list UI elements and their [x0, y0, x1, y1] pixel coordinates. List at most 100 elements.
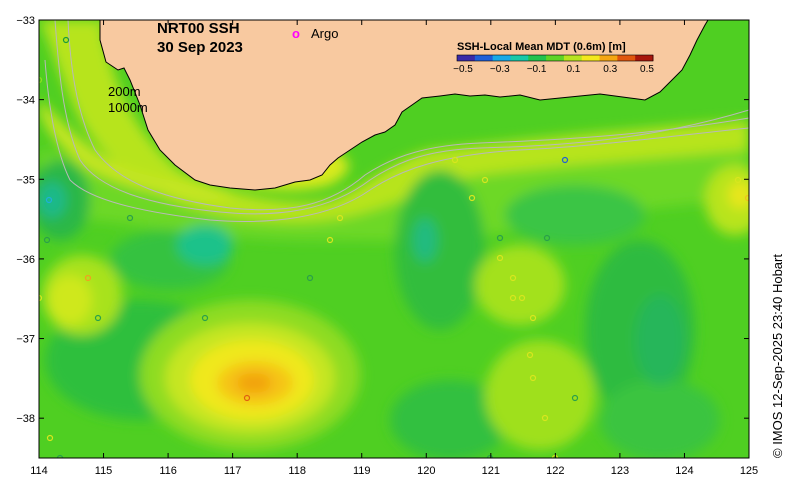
argo-float-marker[interactable] — [509, 294, 517, 302]
argo-float-marker[interactable] — [468, 194, 476, 202]
colorbar-swatch — [563, 55, 583, 61]
colorbar-tick-label: 0.1 — [566, 64, 580, 75]
coastal-current-band — [39, 20, 749, 222]
x-axis: 114 115 116 117 118 119 120 121 122 123 124 125 — [30, 20, 758, 477]
y-axis: −33 −34 −35 −36 −37 −38 — [16, 15, 749, 425]
argo-legend-label: Argo — [311, 26, 338, 41]
argo-float-marker[interactable] — [509, 274, 517, 282]
colorbar-title: SSH-Local Mean MDT (0.6m) [m] — [457, 41, 626, 53]
colorbar-swatch — [599, 55, 618, 61]
light-green-patch — [485, 340, 595, 450]
colorbar-swatch — [617, 55, 636, 61]
argo-float-marker[interactable] — [451, 156, 459, 164]
isobath-label-200m: 200m — [108, 84, 141, 99]
isobath-200m — [54, 20, 749, 215]
teal-patch — [39, 182, 66, 218]
argo-float-marker[interactable] — [45, 196, 53, 204]
colorbar-swatch — [635, 55, 654, 61]
colorbar-frame — [456, 54, 654, 62]
colorbar-swatch — [510, 55, 529, 61]
argo-float-marker[interactable] — [56, 454, 64, 461]
argo-float-marker[interactable] — [734, 176, 742, 184]
colorbar-swatch — [492, 55, 511, 61]
isobath-label-1000m: 1000m — [108, 100, 148, 115]
y-tick-label: −34 — [16, 95, 35, 107]
x-tick-label: 122 — [546, 465, 564, 477]
argo-legend-marker: o — [292, 26, 300, 41]
argo-float-marker[interactable] — [496, 234, 504, 242]
x-tick-label: 125 — [740, 465, 758, 477]
colorbar-swatch — [474, 55, 494, 61]
argo-float-marker[interactable] — [126, 214, 134, 222]
argo-float-marker[interactable] — [561, 156, 569, 164]
x-tick-label: 121 — [482, 465, 500, 477]
argo-float-marker[interactable] — [37, 294, 43, 302]
x-tick-label: 120 — [417, 465, 435, 477]
map-title-line2: 30 Sep 2023 — [157, 39, 243, 56]
argo-float-marker[interactable] — [571, 394, 579, 402]
y-tick-label: −37 — [16, 334, 35, 346]
argo-float-marker[interactable] — [62, 36, 70, 44]
argo-float-marker[interactable] — [243, 394, 251, 402]
australia-land — [99, 20, 709, 191]
yellow-patch — [728, 181, 749, 209]
x-tick-label: 118 — [288, 465, 306, 477]
argo-float-marker[interactable] — [43, 236, 51, 244]
colorbar-tick-label: −0.5 — [453, 64, 473, 75]
plot-frame — [38, 19, 750, 459]
x-tick-label: 114 — [30, 465, 48, 477]
y-tick-label: −36 — [16, 254, 35, 266]
argo-float-marker[interactable] — [336, 214, 344, 222]
colorbar-swatch — [528, 55, 547, 61]
argo-float-marker[interactable] — [496, 254, 504, 262]
isobath-deep — [44, 59, 749, 222]
dark-green-patch — [600, 380, 720, 458]
y-tick-label: −38 — [16, 413, 35, 425]
argo-float-marker[interactable] — [529, 314, 537, 322]
dark-green-patch — [505, 185, 645, 245]
teal-patch — [635, 295, 685, 385]
colorbar-tick-label: −0.1 — [527, 64, 547, 75]
colorbar-swatches — [457, 55, 654, 61]
isobath-1000m — [67, 20, 749, 211]
argo-float-marker[interactable] — [518, 294, 526, 302]
x-tick-label: 117 — [224, 465, 242, 477]
colorbar-swatch — [546, 55, 565, 61]
map-title-line1: NRT00 SSH — [157, 20, 240, 37]
x-tick-label: 115 — [95, 465, 113, 477]
argo-float-marker[interactable] — [486, 454, 494, 461]
x-tick-label: 119 — [353, 465, 371, 477]
argo-float-marker[interactable] — [526, 351, 534, 359]
y-tick-label: −33 — [16, 15, 35, 27]
argo-float-marker[interactable] — [541, 414, 549, 422]
colorbar-swatch — [581, 55, 601, 61]
colorbar-tick-label: 0.3 — [603, 64, 617, 75]
argo-float-marker[interactable] — [201, 314, 209, 322]
isobath-lines — [44, 20, 749, 222]
argo-float-marker[interactable] — [481, 176, 489, 184]
teal-patch — [177, 225, 233, 265]
colorbar-ticks: −0.5 −0.3 −0.1 0.1 0.3 0.5 — [453, 64, 654, 75]
dark-green-patch — [390, 380, 510, 458]
argo-float-marker[interactable] — [84, 274, 92, 282]
argo-float-marker[interactable] — [529, 374, 537, 382]
dark-green-patch — [395, 170, 485, 330]
yellow-patch — [48, 275, 92, 325]
y-tick-label: −35 — [16, 174, 35, 186]
teal-patch — [413, 218, 437, 262]
argo-float-marker[interactable] — [306, 274, 314, 282]
argo-float-marker[interactable] — [94, 314, 102, 322]
argo-float-marker[interactable] — [46, 434, 54, 442]
argo-float-marker[interactable] — [37, 76, 43, 84]
argo-float-marker[interactable] — [326, 236, 334, 244]
colorbar-tick-label: −0.3 — [490, 64, 510, 75]
colorbar: SSH-Local Mean MDT (0.6m) [m] −0.5 −0.3 −0… — [453, 41, 654, 75]
x-tick-label: 123 — [611, 465, 629, 477]
argo-float-marker[interactable] — [744, 194, 751, 202]
light-green-patch — [475, 245, 565, 325]
x-tick-label: 116 — [159, 465, 177, 477]
imos-credit: © IMOS 12-Sep-2025 23:40 Hobart — [770, 254, 785, 458]
argo-float-marker[interactable] — [543, 234, 551, 242]
shelf-edge-band — [39, 100, 230, 200]
